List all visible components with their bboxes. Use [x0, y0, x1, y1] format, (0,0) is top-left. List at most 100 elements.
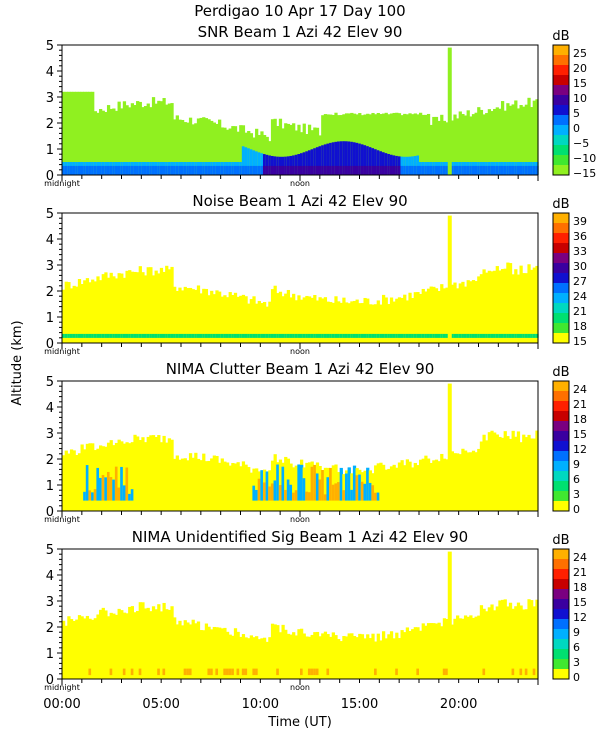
heat-column [479, 109, 484, 175]
heat-column [511, 274, 515, 343]
heat-column [440, 284, 444, 343]
heat-column [434, 165, 439, 175]
heat-column [363, 145, 367, 175]
heat-column [456, 118, 460, 175]
heat-column [310, 668, 314, 676]
heat-column [215, 627, 219, 679]
heat-column [445, 122, 449, 175]
colorbar-label: 15 [573, 596, 587, 609]
heat-column [397, 156, 402, 175]
colorbar-label: 9 [573, 458, 580, 471]
heat-column [437, 120, 441, 175]
heat-column [233, 628, 238, 679]
heat-column [278, 485, 283, 501]
heat-column [527, 264, 531, 343]
heat-column [191, 457, 195, 511]
colorbar-label: 20 [573, 62, 587, 75]
heat-column [305, 462, 309, 511]
heat-column [273, 333, 277, 338]
heat-column [183, 620, 187, 679]
heat-column [321, 298, 325, 343]
heat-column [493, 108, 497, 175]
heat-column [374, 114, 378, 175]
heat-column [262, 154, 267, 175]
heat-column [196, 621, 201, 679]
heat-column [355, 165, 359, 175]
heat-column [249, 299, 253, 343]
heat-column [247, 333, 251, 338]
heat-column [342, 636, 346, 679]
heat-column [395, 298, 399, 343]
heat-column [91, 165, 95, 175]
heat-column [379, 333, 383, 338]
colorbar-swatch [553, 401, 569, 412]
heat-column [130, 442, 134, 511]
heat-column [511, 668, 515, 676]
heat-column [204, 288, 209, 343]
heat-column [138, 440, 142, 511]
heat-column [223, 627, 227, 679]
heat-column [157, 100, 161, 175]
heat-column [88, 91, 92, 175]
heat-column [284, 123, 288, 175]
heat-column [355, 333, 359, 338]
heat-column [62, 165, 66, 175]
colorbar-swatch [553, 293, 569, 304]
heat-column [281, 624, 285, 679]
heat-column [80, 444, 84, 511]
heat-column [122, 165, 127, 175]
heat-column [358, 474, 362, 501]
heat-column [170, 165, 174, 175]
heat-column [474, 616, 478, 679]
heat-column [453, 618, 457, 679]
heat-column [493, 165, 497, 175]
heat-column [255, 303, 259, 343]
heat-column [104, 272, 108, 343]
heat-column [352, 165, 357, 175]
heat-column [69, 333, 74, 338]
heat-column [130, 165, 134, 175]
heat-column [260, 470, 264, 501]
heat-column [413, 113, 417, 175]
heat-column [225, 333, 230, 338]
heat-column [220, 458, 224, 511]
heat-column [392, 638, 396, 679]
heat-column [101, 165, 105, 175]
heat-column [371, 165, 375, 175]
colorbar-swatch [553, 599, 569, 610]
heat-column [249, 165, 253, 175]
heat-column [225, 129, 230, 175]
heat-column [395, 155, 399, 175]
heat-column [136, 272, 140, 343]
heat-column [186, 333, 190, 338]
heat-column [400, 460, 404, 511]
heat-column [173, 165, 177, 175]
heat-column [395, 632, 399, 679]
heat-column [241, 146, 246, 175]
colorbar-swatch [553, 629, 569, 640]
heat-column [300, 464, 304, 501]
heat-column [347, 303, 351, 343]
heat-column [355, 142, 359, 175]
colorbar-swatch [553, 559, 569, 570]
heat-column [260, 303, 264, 343]
heat-column [363, 165, 367, 175]
heat-column [228, 292, 232, 343]
heat-column [434, 623, 439, 679]
heat-column [72, 450, 76, 511]
heat-column [80, 91, 84, 175]
heat-column [167, 438, 172, 511]
heat-column [178, 165, 182, 175]
heat-column [508, 105, 513, 175]
colorbar-swatch [553, 223, 569, 234]
heat-column [297, 295, 301, 343]
heat-column [257, 300, 261, 343]
heat-column [91, 443, 95, 511]
heat-column [519, 165, 523, 175]
heat-column [374, 641, 378, 679]
heat-column [379, 304, 383, 343]
colorbar-swatch [553, 213, 569, 224]
heat-column [268, 155, 272, 175]
heat-column [487, 607, 491, 679]
heat-column [249, 472, 253, 511]
